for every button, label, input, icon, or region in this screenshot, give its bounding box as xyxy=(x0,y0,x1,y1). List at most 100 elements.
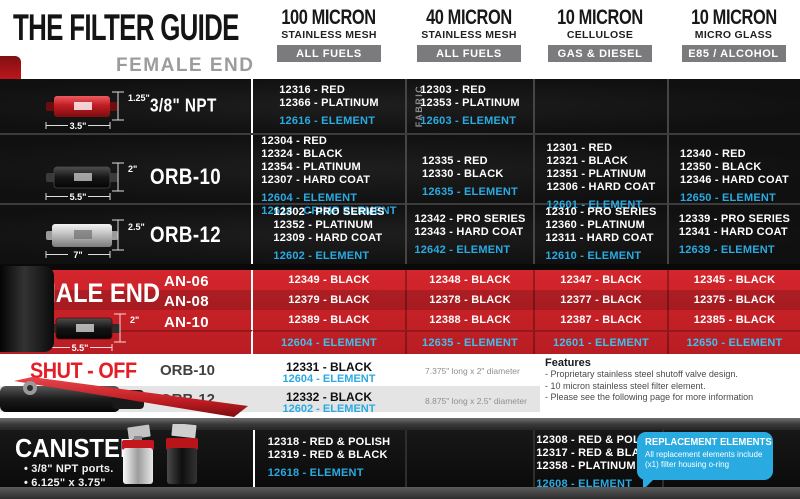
elements-list: 12650 - ELEMENT xyxy=(680,192,789,205)
filter-diagram-black: 2" 5.5" xyxy=(44,153,144,202)
column-header-40-micron: 40 MICRON STAINLESS MESH ALL FUELS xyxy=(405,6,533,62)
fuel-badge: GAS & DIESEL xyxy=(548,45,652,62)
spec-item: • 3/8" NPT ports. xyxy=(24,463,114,475)
parts-list: 12316 - RED 12366 - PLATINUM xyxy=(279,84,379,110)
part-number: 12306 - HARD COAT xyxy=(546,180,656,193)
male-end-band: 12349 - BLACK 12348 - BLACK 12347 - BLAC… xyxy=(0,270,800,354)
filter-diagram-male: 2" 5.5" xyxy=(46,304,146,353)
element-number: 12604 - ELEMENT xyxy=(282,373,376,385)
parts-cell: 12342 - PRO SERIES 12343 - HARD COAT 1264… xyxy=(405,205,533,264)
parts-list: 12303 - RED 12353 - PLATINUM xyxy=(420,84,520,110)
shut-off-section: SHUT - OFF ORB-10 ORB-12 12331 - BLACK 1… xyxy=(0,354,800,418)
male-label-spacer xyxy=(0,290,253,310)
dimension-height: 2" xyxy=(128,163,138,174)
element-number: 12618 - ELEMENT xyxy=(267,467,364,479)
parts-cell-empty xyxy=(533,79,667,133)
elements-list: 12602 - ELEMENT xyxy=(273,250,384,263)
part-number: 12345 - BLACK xyxy=(667,270,800,290)
parts-cell: 12302 - PRO SERIES 12352 - PLATINUM 12309 … xyxy=(253,205,405,264)
part-number: 12331 - BLACK xyxy=(285,360,373,374)
element-number: 12650 - ELEMENT xyxy=(667,330,800,354)
part-number: 12302 - PRO SERIES xyxy=(273,206,385,218)
filter-image xyxy=(45,219,124,258)
part-number: 12304 - RED xyxy=(261,135,328,147)
row-label-cell: 2.5" 7" ORB-12 xyxy=(0,205,253,264)
features-title: Features xyxy=(545,357,591,369)
column-micron: 10 MICRON xyxy=(690,6,777,29)
female-end-table: 1.25" 3.5" 3/8" NPT 12316 - RED 12366 - P… xyxy=(0,79,800,264)
parts-list: 12302 - PRO SERIES 12352 - PLATINUM 12309 … xyxy=(273,206,384,245)
row-label-cell: 1.25" 3.5" 3/8" NPT xyxy=(0,79,253,133)
element-number: 12616 - ELEMENT xyxy=(279,115,376,127)
part-number: 12387 - BLACK xyxy=(533,310,667,330)
dimension-note: 7.375" long x 2" diameter xyxy=(425,366,520,376)
part-number: 12307 - HARD COAT xyxy=(261,174,371,186)
part-number: 12340 - RED xyxy=(680,148,746,160)
column-micron: 100 MICRON xyxy=(281,6,377,29)
parts-list: 12335 - RED 12330 - BLACK xyxy=(422,155,518,181)
row-label-cell: 2" 5.5" ORB-10 xyxy=(0,135,253,218)
element-number: 12642 - ELEMENT xyxy=(414,243,511,256)
elements-list: 12604 - ELEMENT 12614 - CRIMP ELEMENT xyxy=(261,192,396,218)
callout-title: REPLACEMENT ELEMENTS xyxy=(645,437,772,448)
element-number: 12601 - ELEMENT xyxy=(533,330,667,354)
shutoff-valve-image xyxy=(0,377,248,417)
elements-list: 12603 - ELEMENT xyxy=(420,115,520,128)
part-number: 12343 - HARD COAT xyxy=(414,225,524,238)
elements-list: 12639 - ELEMENT xyxy=(679,244,790,257)
features-list: - Proprietary stainless steel shutoff va… xyxy=(545,369,795,404)
column-micron: 10 MICRON xyxy=(557,6,643,29)
parts-list: 12310 - PRO SERIES 12360 - PLATINUM 12311 … xyxy=(545,206,656,245)
part-number: 12324 - BLACK xyxy=(261,148,343,160)
column-media: MICRO GLASS xyxy=(694,29,773,41)
part-number: 12353 - PLATINUM xyxy=(420,97,520,109)
canister-section: CANISTER • 3/8" NPT ports. • 6.125" x 3.7… xyxy=(0,422,800,490)
dimension-height: 2" xyxy=(130,315,140,325)
product-photo-black-filter xyxy=(0,266,54,352)
part-number: 12332 - BLACK xyxy=(285,390,373,404)
part-number: 12316 - RED xyxy=(279,84,345,96)
replacement-elements-callout: REPLACEMENT ELEMENTS All replacement ele… xyxy=(637,432,773,490)
column-divider xyxy=(533,430,535,487)
part-number: 12378 - BLACK xyxy=(405,290,533,310)
column-media: STAINLESS MESH xyxy=(421,29,517,41)
column-micron: 40 MICRON xyxy=(426,6,512,29)
element-number: 12602 - ELEMENT xyxy=(282,403,376,415)
filter-image xyxy=(45,162,124,200)
parts-cell: 12304 - RED 12324 - BLACK 12354 - PLATINUM… xyxy=(253,135,405,218)
part-number: 12311 - HARD COAT xyxy=(545,232,654,244)
part-number: 12354 - PLATINUM xyxy=(261,161,361,173)
parts-list: 12340 - RED 12350 - BLACK 12346 - HARD COA… xyxy=(680,148,789,187)
part-number: 12347 - BLACK xyxy=(533,270,667,290)
part-number: 12341 - HARD COAT xyxy=(678,225,788,238)
size-label-an08: AN-08 xyxy=(164,293,209,310)
part-number: 12352 - PLATINUM xyxy=(273,219,373,231)
elements-list: 12618 - ELEMENT xyxy=(268,467,391,480)
canister-title: CANISTER xyxy=(15,433,138,463)
element-number: 12650 - ELEMENT xyxy=(680,192,776,204)
element-number: 12639 - ELEMENT xyxy=(678,243,775,256)
elements-list: 12610 - ELEMENT xyxy=(545,250,656,263)
divider-bar xyxy=(0,418,800,430)
parts-cell: 12310 - PRO SERIES 12360 - PLATINUM 12311 … xyxy=(533,205,667,264)
parts-cell: 12318 - RED & POLISH 12319 - RED & BLACK … xyxy=(253,436,405,480)
fuel-badge: ALL FUELS xyxy=(277,45,381,62)
dimension-length: 5.5" xyxy=(71,343,89,353)
parts-cell-empty xyxy=(667,79,800,133)
parts-list: 12301 - RED 12321 - BLACK 12351 - PLATINUM… xyxy=(547,142,656,194)
feature-item: - 10 micron stainless steel filter eleme… xyxy=(545,380,706,391)
elements-list: 12616 - ELEMENT xyxy=(279,115,379,128)
part-number: 12330 - BLACK xyxy=(422,167,504,180)
elements-list: 12601 - ELEMENT xyxy=(547,199,656,212)
column-header-100-micron: 100 MICRON STAINLESS MESH ALL FUELS xyxy=(253,6,405,62)
male-label-spacer xyxy=(0,270,253,290)
part-number: 12348 - BLACK xyxy=(405,270,533,290)
column-media: STAINLESS MESH xyxy=(281,29,377,41)
feature-item: - Please see the following page for more… xyxy=(545,392,754,402)
part-number: 12358 - PLATINUM xyxy=(536,460,636,472)
part-number: 12351 - PLATINUM xyxy=(546,167,647,180)
fuel-badge: E85 / ALCOHOL xyxy=(681,45,786,62)
table-row-orb12: 2.5" 7" ORB-12 12302 - PRO SERIES 12352 -… xyxy=(0,203,800,264)
part-number: 12309 - HARD COAT xyxy=(273,232,383,244)
